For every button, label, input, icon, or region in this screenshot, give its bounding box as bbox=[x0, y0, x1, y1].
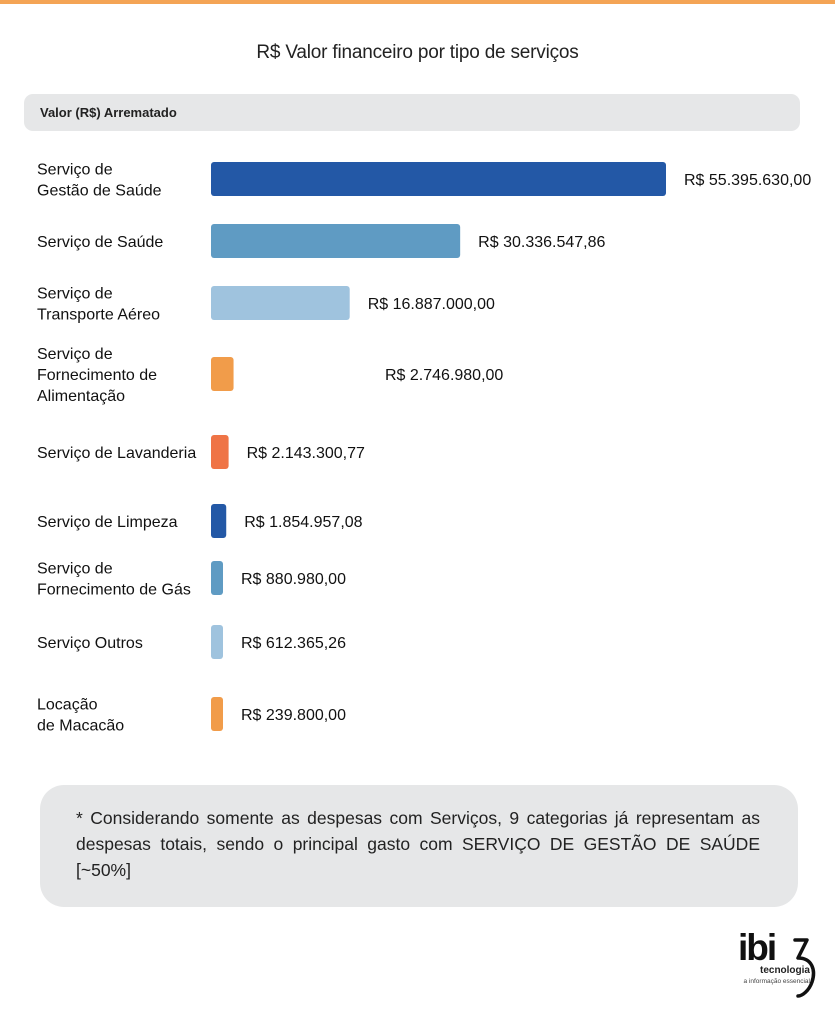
category-label-9: Locação de Macacão bbox=[37, 697, 124, 735]
value-label-9: R$ 239.800,00 bbox=[241, 707, 346, 724]
value-label-2: R$ 30.336.547,86 bbox=[478, 234, 605, 251]
logo-wordmark: ibi bbox=[738, 927, 777, 968]
value-label-7: R$ 880.980,00 bbox=[241, 571, 346, 588]
bar-6 bbox=[211, 504, 227, 538]
category-label-2: Serviço de Saúde bbox=[37, 234, 163, 251]
bar-2 bbox=[211, 224, 461, 258]
bar-4 bbox=[211, 357, 234, 391]
value-label-4: R$ 2.746.980,00 bbox=[385, 367, 503, 384]
category-label-6: Serviço de Limpeza bbox=[37, 514, 178, 531]
category-label-3: Serviço de Transporte Aéreo bbox=[37, 286, 160, 324]
bar-8 bbox=[211, 625, 223, 659]
value-label-5: R$ 2.143.300,77 bbox=[247, 445, 365, 462]
value-label-3: R$ 16.887.000,00 bbox=[368, 296, 495, 313]
note-text: * Considerando somente as despesas com S… bbox=[76, 808, 760, 880]
value-label-1: R$ 55.395.630,00 bbox=[684, 172, 811, 189]
category-label-7: Serviço de Fornecimento de Gás bbox=[37, 561, 191, 599]
category-label-5: Serviço de Lavanderia bbox=[37, 445, 196, 462]
category-label-4: Serviço de Fornecimento de Alimentação bbox=[37, 346, 157, 405]
bar-9 bbox=[211, 697, 223, 731]
chart-title: R$ Valor financeiro por tipo de serviços bbox=[256, 42, 579, 63]
value-label-6: R$ 1.854.957,08 bbox=[244, 514, 362, 531]
bar-3 bbox=[211, 286, 350, 320]
bar-1 bbox=[211, 162, 666, 196]
category-label-8: Serviço Outros bbox=[37, 635, 143, 652]
section-header: Valor (R$) Arrematado bbox=[24, 94, 800, 131]
note-box: * Considerando somente as despesas com S… bbox=[40, 785, 798, 907]
bar-7 bbox=[211, 561, 223, 595]
bar-5 bbox=[211, 435, 229, 469]
value-label-8: R$ 612.365,26 bbox=[241, 635, 346, 652]
top-accent-rule bbox=[0, 0, 835, 4]
company-logo: ibi tecnologia a informação essencial bbox=[700, 928, 818, 998]
bar-chart: R$ 55.395.630,00 Serviço de Gestão de Saúd… bbox=[37, 162, 811, 735]
logo-subtitle: tecnologia bbox=[759, 965, 810, 976]
logo-tagline: a informação essencial bbox=[743, 978, 810, 985]
logo-curl-icon bbox=[793, 938, 816, 998]
category-label-1: Serviço de Gestão de Saúde bbox=[37, 162, 162, 200]
